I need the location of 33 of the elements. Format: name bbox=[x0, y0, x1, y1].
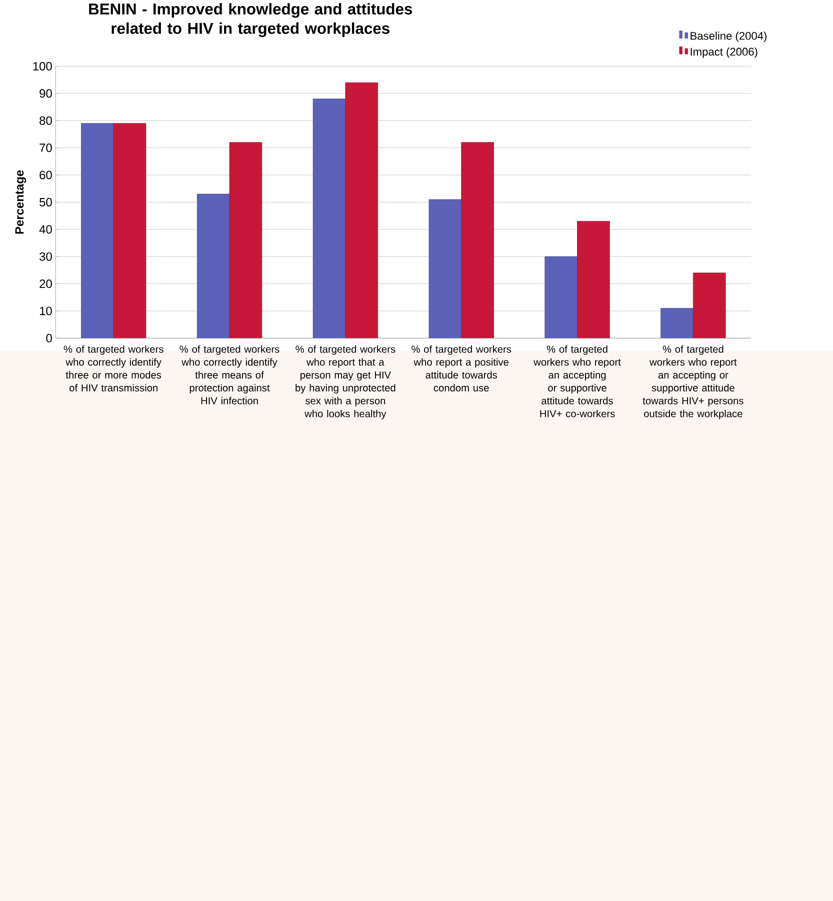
x-tick-label: % of targeted workers who report that a person may get HIV by having unprotected sex with a person who looks healthy bbox=[296, 345, 396, 420]
bar bbox=[80, 123, 114, 338]
bar bbox=[345, 82, 378, 338]
y-tick-label: 80 bbox=[39, 116, 52, 125]
x-tick-label: % of targeted workers who report an accepting or supportive attitude towards HIV+ co-workers bbox=[533, 345, 621, 418]
x-tick-label: % of targeted workers who correctly identify three means of protection against HIV infection bbox=[180, 345, 280, 404]
y-tick-label: 0 bbox=[46, 334, 52, 342]
y-tick-label: 100 bbox=[33, 62, 52, 70]
bar bbox=[229, 142, 262, 338]
y-tick-label: 40 bbox=[39, 225, 52, 234]
bar bbox=[196, 194, 230, 338]
bar bbox=[544, 256, 578, 338]
y-tick-label: 10 bbox=[40, 306, 52, 316]
y-tick-label: 30 bbox=[39, 252, 52, 261]
bar bbox=[461, 142, 494, 338]
y-tick-label: 60 bbox=[40, 170, 52, 180]
y-tick-label: 90 bbox=[39, 89, 52, 98]
bar bbox=[660, 308, 694, 338]
bar bbox=[312, 98, 346, 338]
x-tick-label: % of targeted workers who correctly identify three or more modes of HIV transmission bbox=[64, 345, 164, 392]
y-tick-label: 70 bbox=[40, 144, 52, 152]
legend-label: Baseline (2004) bbox=[690, 32, 766, 42]
bar bbox=[113, 123, 146, 338]
bar bbox=[692, 272, 726, 338]
bar bbox=[576, 221, 610, 338]
chart-title: BENIN - Improved knowledge and attitudes related to HIV in targeted workplaces bbox=[88, 3, 412, 38]
y-tick-label: 50 bbox=[39, 198, 52, 206]
y-tick-label: 20 bbox=[40, 280, 52, 288]
x-tick-label: % of targeted workers who report an accepting or supportive attitude towards HIV+ persons outside the workplace bbox=[642, 345, 744, 420]
y-axis-title: Percentage bbox=[15, 170, 26, 234]
legend-label: Impact (2006) bbox=[690, 48, 758, 58]
bar bbox=[428, 199, 462, 338]
x-tick-label: % of targeted workers who report a positive attitude towards condom use bbox=[411, 345, 511, 392]
